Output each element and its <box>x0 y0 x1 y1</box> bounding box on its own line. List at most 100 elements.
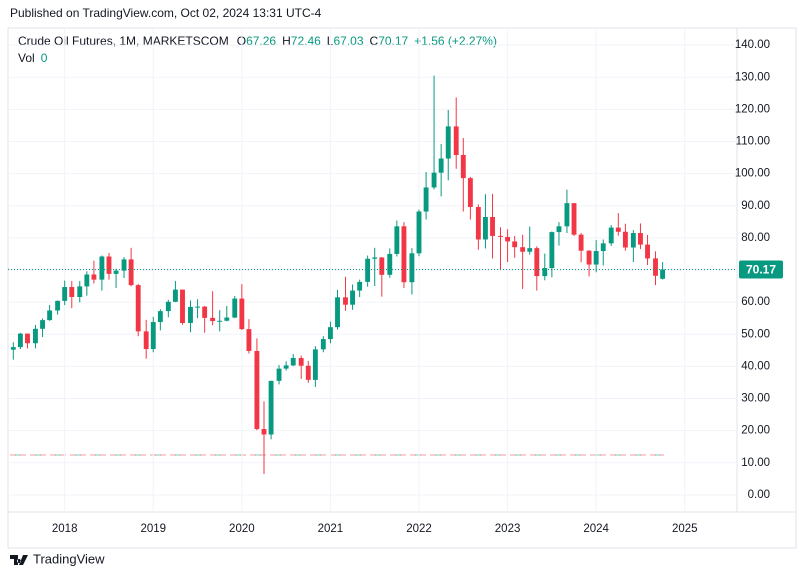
candle-body <box>653 258 658 276</box>
candle-body <box>77 286 83 297</box>
candle-body <box>33 328 38 344</box>
candle-body <box>150 322 156 350</box>
candle-body <box>593 251 599 265</box>
grid <box>8 28 737 512</box>
candle-body <box>520 247 526 252</box>
published-note: Published on TradingView.com, Oct 02, 20… <box>10 6 322 20</box>
candle-body <box>409 253 415 283</box>
x-tick-label: 2019 <box>140 523 166 535</box>
x-tick-label: 2020 <box>229 523 255 535</box>
candle-body <box>556 226 562 233</box>
x-tick-label: 2021 <box>318 523 344 535</box>
candle-body <box>549 232 555 269</box>
candle-body <box>608 227 614 244</box>
y-tick-label: 90.00 <box>741 200 770 212</box>
brand-name: TradingView <box>33 551 105 566</box>
candle-body <box>394 226 400 254</box>
candle-body <box>423 187 429 212</box>
candle-body <box>55 300 61 311</box>
candle-body <box>343 297 348 305</box>
candle-body <box>143 331 149 350</box>
candle-body <box>431 172 437 188</box>
candle-body <box>542 268 548 277</box>
candle-body <box>290 358 296 366</box>
candle-body <box>17 333 23 348</box>
y-tick-label: 60.00 <box>741 296 770 308</box>
candle-body <box>453 126 459 155</box>
candle-body <box>106 256 112 274</box>
candle-body <box>232 298 238 318</box>
candle-body <box>600 243 606 252</box>
candle-body <box>113 270 119 274</box>
candle-body <box>157 311 163 323</box>
candle-body <box>564 203 570 227</box>
candle-body <box>498 235 503 237</box>
candle-body <box>327 327 333 340</box>
candle-body <box>91 274 97 280</box>
candle-body <box>534 248 540 277</box>
candle-body <box>165 301 171 312</box>
candle-body <box>335 297 340 328</box>
axis: 0.0010.0020.0030.0040.0050.0060.0070.008… <box>52 39 770 535</box>
legend-value: 70.17 <box>378 34 408 48</box>
y-tick-label: 120.00 <box>735 103 770 115</box>
candle-body <box>202 306 208 318</box>
candle-body <box>254 350 260 430</box>
candle-body <box>578 234 584 251</box>
candle-body <box>372 257 378 259</box>
y-tick-label: 100.00 <box>735 168 770 180</box>
candle-body <box>615 227 621 232</box>
brand-logo <box>10 555 28 565</box>
candle-body <box>586 250 592 265</box>
x-tick-label: 2025 <box>672 523 698 535</box>
candle-body <box>180 289 185 324</box>
candle-body <box>475 207 481 240</box>
y-tick-label: 10.00 <box>741 457 770 469</box>
y-tick-label: 30.00 <box>741 393 770 405</box>
legend-value: 67.26 <box>246 34 276 48</box>
candle-body <box>379 257 385 275</box>
candle-body <box>172 289 178 302</box>
candle-body <box>261 429 267 435</box>
candle-body <box>276 368 282 381</box>
candle-body <box>283 365 289 369</box>
candle-body <box>527 248 533 252</box>
candle-body <box>320 339 326 350</box>
candle-body <box>224 317 230 321</box>
candle-body <box>84 274 90 287</box>
candle-body <box>239 298 245 330</box>
y-tick-label: 110.00 <box>736 136 770 148</box>
candle-body <box>505 236 511 242</box>
candle-body <box>188 306 193 324</box>
legend-line: Crude Oil Futures, 1M, MARKETSCOMO67.26H… <box>18 34 497 48</box>
candle-body <box>445 126 451 159</box>
y-tick-label: 40.00 <box>741 360 770 372</box>
candle-body <box>62 287 68 301</box>
candle-body <box>246 329 252 351</box>
volume-value: 0 <box>41 51 48 65</box>
candle-body <box>99 256 105 280</box>
legend-change: +1.56 (+2.27%) <box>414 34 497 48</box>
candle-body <box>217 320 223 322</box>
y-tick-label: 140.00 <box>735 39 770 51</box>
candle-body <box>128 259 134 286</box>
candle-body <box>460 154 466 179</box>
candle-body <box>350 290 356 305</box>
candle-body <box>387 253 393 275</box>
candle-body <box>645 244 650 259</box>
x-tick-label: 2023 <box>495 523 521 535</box>
candle-body <box>638 233 643 245</box>
candle-body <box>10 347 16 350</box>
candle-body <box>467 178 473 208</box>
candle-body <box>25 333 30 344</box>
legend-volume: Vol 0 <box>18 51 48 65</box>
y-tick-label: 0.00 <box>748 489 770 501</box>
candle-body <box>365 258 371 282</box>
candle-body <box>210 317 216 322</box>
candle-body <box>630 233 636 248</box>
x-tick-label: 2024 <box>583 523 609 535</box>
candle-body <box>121 259 127 271</box>
candle-body <box>571 203 577 235</box>
